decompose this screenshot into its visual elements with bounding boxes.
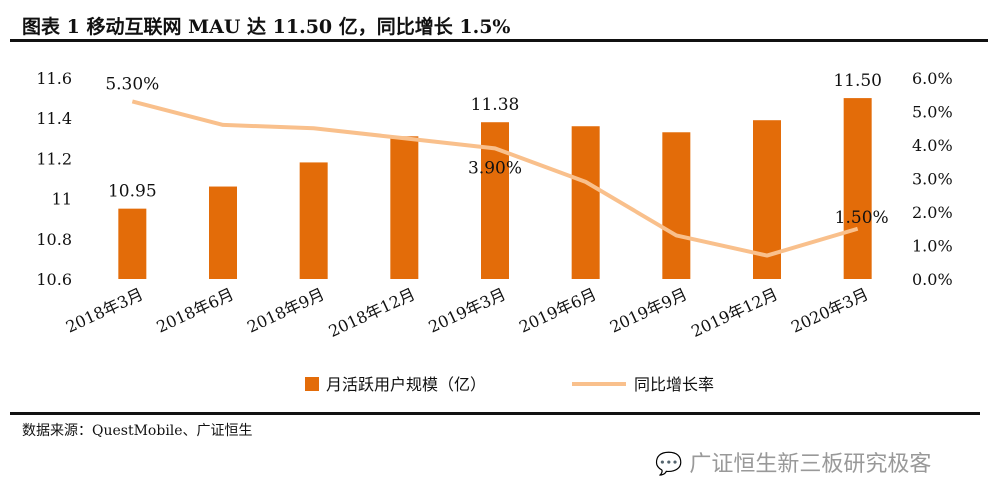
data-label: 3.90% — [468, 158, 522, 178]
watermark: 💬 广证恒生新三板研究极客 — [655, 452, 932, 477]
bar-8 — [843, 98, 872, 279]
bar-5 — [571, 126, 600, 280]
title-divider — [10, 39, 988, 42]
right-axis-tick: 3.0% — [912, 170, 953, 189]
left-axis-tick: 11.2 — [36, 149, 72, 168]
x-axis-tick: 2018年3月 — [63, 284, 146, 336]
x-axis-tick: 2018年6月 — [154, 284, 237, 336]
data-label: 1.50% — [835, 208, 889, 228]
right-axis-tick: 4.0% — [912, 136, 953, 155]
x-axis-tick: 2019年12月 — [688, 284, 780, 341]
legend-bar-swatch — [305, 377, 319, 391]
footer-divider — [10, 412, 980, 415]
bar-2 — [299, 162, 328, 279]
source-note: 数据来源：QuestMobile、广证恒生 — [22, 423, 253, 439]
data-label: 10.95 — [108, 182, 157, 202]
x-axis-tick: 2020年3月 — [788, 284, 871, 336]
x-axis-tick: 2019年6月 — [516, 284, 599, 336]
watermark-text: 广证恒生新三板研究极客 — [689, 452, 932, 477]
legend-line-label: 同比增长率 — [634, 375, 714, 394]
chart-title: 图表 1 移动互联网 MAU 达 11.50 亿，同比增长 1.5% — [22, 16, 511, 38]
x-axis-tick: 2019年3月 — [426, 284, 509, 336]
growth-rate-line — [131, 99, 859, 258]
right-axis-tick: 0.0% — [912, 270, 953, 289]
left-axis-tick: 10.8 — [36, 230, 72, 249]
data-label: 11.38 — [471, 95, 520, 115]
bar-1 — [209, 186, 237, 279]
right-axis-tick: 1.0% — [912, 237, 953, 256]
right-axis-tick: 6.0% — [912, 69, 953, 88]
right-axis-tick: 2.0% — [912, 203, 953, 222]
right-axis-tick: 5.0% — [912, 103, 953, 122]
left-axis-tick: 11 — [52, 190, 72, 209]
legend-bar-label: 月活跃用户规模（亿） — [326, 375, 486, 394]
x-axis-tick: 2019年9月 — [607, 284, 690, 336]
x-axis-tick: 2018年9月 — [244, 284, 327, 336]
data-label: 5.30% — [105, 74, 159, 94]
bar-3 — [390, 136, 419, 279]
x-axis-tick: 2018年12月 — [326, 284, 418, 341]
left-axis-tick: 11.4 — [36, 109, 72, 128]
bar-6 — [662, 132, 691, 279]
bar-0 — [118, 208, 147, 279]
data-label: 11.50 — [833, 71, 882, 91]
left-axis-tick: 11.6 — [36, 69, 72, 88]
left-axis-tick: 10.6 — [36, 270, 72, 289]
